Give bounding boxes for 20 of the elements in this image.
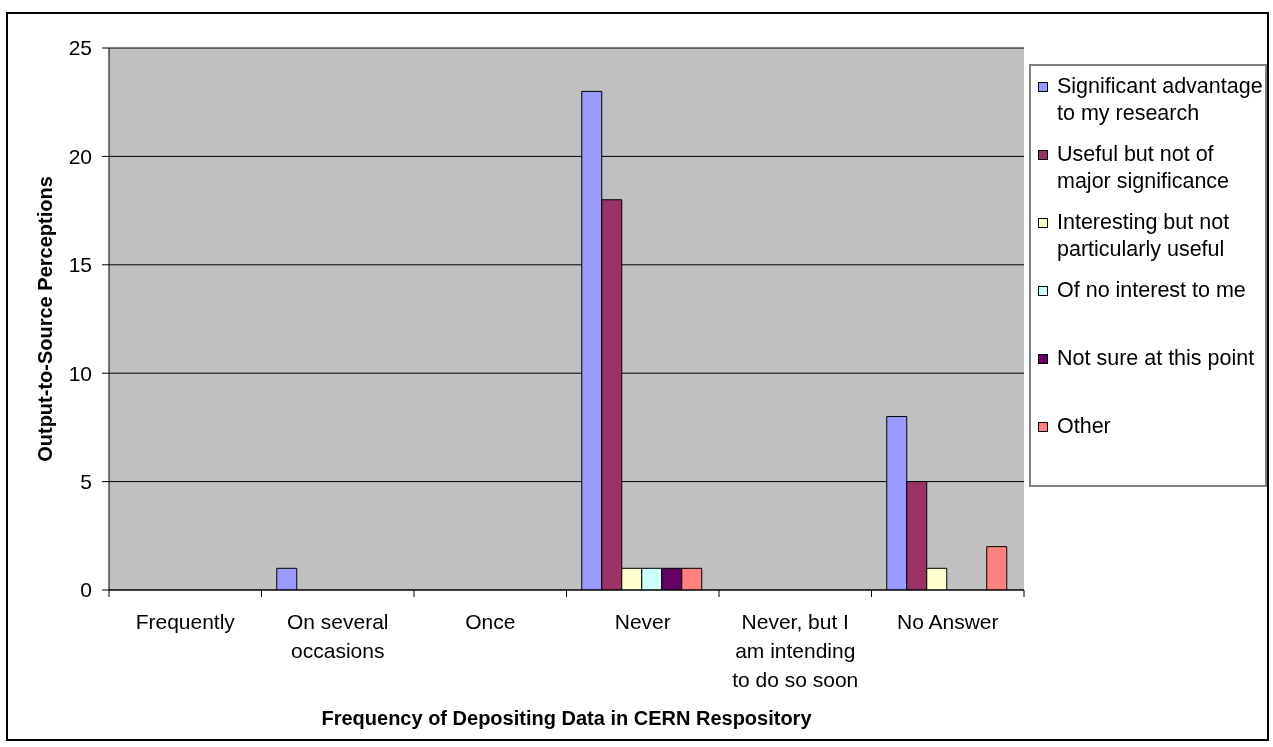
legend-label: Of no interest to me [1057, 277, 1247, 304]
y-tick-label: 15 [68, 253, 92, 277]
y-tick-label: 0 [80, 578, 92, 602]
y-tick-label: 25 [68, 36, 92, 60]
legend-label: Significant advantage to my research [1057, 73, 1264, 127]
legend-label: Useful but not of major significance [1057, 141, 1231, 195]
y-tick-label: 10 [68, 361, 92, 385]
x-axis-title: Frequency of Depositing Data in CERN Respository [321, 707, 813, 729]
legend-label: Interesting but not particularly useful [1057, 209, 1231, 263]
y-tick-label: 20 [68, 144, 92, 168]
y-axis-title: Output-to-Source Perceptions [34, 176, 56, 462]
x-tick-label: Frequently [135, 610, 236, 633]
x-tick-label: Once [465, 610, 516, 633]
x-tick-label: Never, but I am intending to do so soon [732, 610, 859, 691]
x-tick-label: No Answer [896, 610, 999, 633]
legend-label: Not sure at this point [1057, 345, 1256, 372]
x-tick-label: Never [614, 610, 671, 633]
x-tick-label: On several occasions [286, 610, 389, 662]
y-tick-label: 5 [80, 470, 92, 494]
legend-label: Other [1057, 413, 1112, 440]
